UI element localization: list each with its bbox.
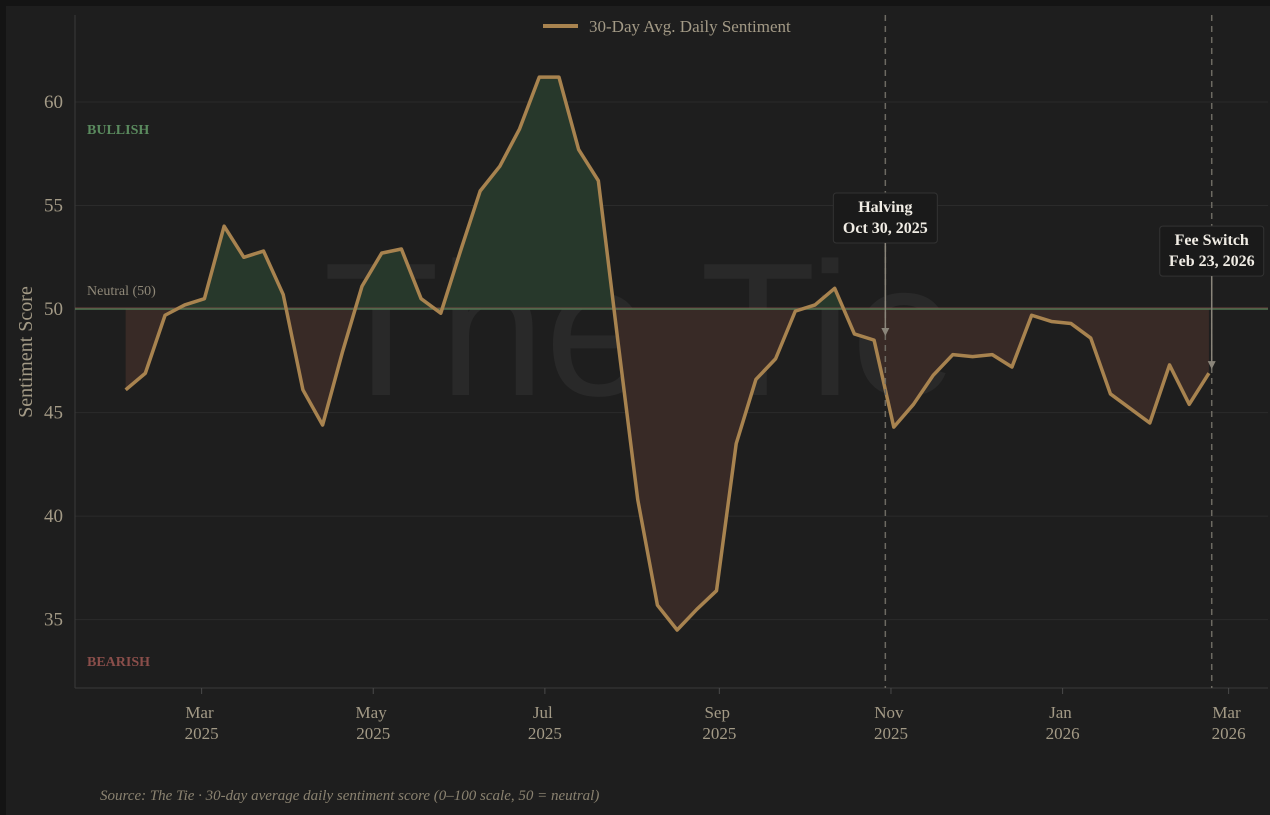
bearish-fill [125, 309, 1209, 631]
y-tick-label: 40 [44, 506, 63, 527]
x-tick-label: Mar 2025 [185, 703, 219, 743]
annotation-text: Oct 30, 2025 [843, 220, 928, 237]
y-tick-label: 35 [44, 610, 63, 631]
bullish-label: BULLISH [87, 123, 149, 138]
neutral-label: Neutral (50) [87, 284, 156, 299]
legend-label: 30-Day Avg. Daily Sentiment [589, 17, 791, 36]
annotation-text: Fee Switch [1175, 232, 1249, 249]
x-tick-label: Nov 2025 [874, 703, 908, 743]
y-tick-label: 60 [44, 92, 63, 113]
x-tick-label: Jul 2025 [528, 703, 562, 743]
annotation-text: Feb 23, 2026 [1169, 253, 1255, 270]
x-tick-label: Jan 2026 [1046, 703, 1080, 743]
x-tick-label: Sep 2025 [702, 703, 736, 743]
source-caption: Source: The Tie · 30-day average daily s… [100, 788, 599, 804]
x-tick-label: Mar 2026 [1212, 703, 1246, 743]
series-line [124, 75, 1211, 632]
y-tick-label: 55 [44, 196, 63, 217]
annotation-arrowhead [1207, 361, 1216, 370]
y-tick-label: 45 [44, 403, 63, 424]
annotation-text: Halving [858, 199, 912, 216]
y-axis-label: Sentiment Score [15, 286, 37, 418]
bearish-label: BEARISH [87, 655, 150, 670]
y-tick-label: 50 [44, 299, 63, 320]
x-tick-label: May 2025 [356, 703, 391, 743]
annotation-arrowhead [881, 327, 890, 336]
